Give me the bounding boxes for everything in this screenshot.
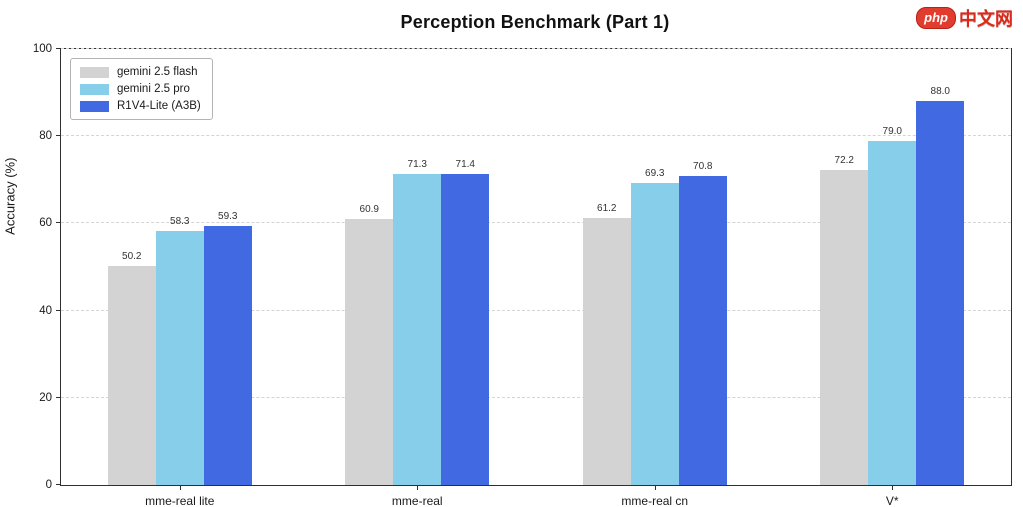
bar-gemini-2-5-pro-mme-real-lite: [155, 230, 204, 485]
y-tick-label: 20: [39, 391, 52, 404]
bar-r1v4-lite-a3b--v-: [916, 101, 965, 485]
gridline: [61, 48, 1011, 49]
x-tick-label: mme-real cn: [621, 494, 689, 507]
y-tick-mark: [56, 396, 61, 398]
y-tick-mark: [56, 222, 61, 224]
legend-label: gemini 2.5 flash: [117, 66, 198, 78]
y-tick-label: 0: [45, 479, 52, 491]
x-tick-label: V*: [885, 494, 899, 507]
bar-gemini-2-5-flash-v-: [820, 170, 869, 485]
bar-value-label: 88.0: [930, 86, 950, 98]
x-tick-label: mme-real: [391, 494, 443, 507]
bar-value-label: 79.0: [882, 125, 902, 137]
bar-value-label: 58.3: [170, 215, 190, 227]
x-tick-mark: [892, 485, 894, 490]
legend-item: gemini 2.5 pro: [80, 83, 201, 95]
bar-value-label: 69.3: [645, 167, 665, 179]
bar-r1v4-lite-a3b--mme-real: [441, 173, 490, 485]
php-logo-badge-icon: php: [916, 7, 956, 29]
bar-value-label: 59.3: [218, 211, 238, 223]
bar-value-label: 61.2: [597, 203, 617, 215]
legend-swatch-icon: [80, 66, 109, 78]
gridline: [61, 309, 1011, 311]
y-tick-mark: [56, 484, 61, 485]
legend-swatch-icon: [80, 100, 109, 112]
bar-gemini-2-5-flash-mme-real-lite: [107, 266, 156, 485]
bar-gemini-2-5-pro-v-: [868, 140, 917, 485]
legend-swatch-icon: [80, 83, 109, 95]
bar-r1v4-lite-a3b--mme-real-cn: [678, 176, 727, 485]
legend-label: R1V4-Lite (A3B): [117, 100, 201, 112]
y-tick-label: 40: [39, 304, 52, 317]
gridline: [61, 135, 1011, 137]
x-tick-mark: [417, 485, 419, 490]
y-tick-mark: [56, 135, 61, 137]
y-tick-label: 80: [39, 130, 52, 143]
bar-value-label: 50.2: [122, 251, 142, 263]
bar-value-label: 70.8: [693, 161, 713, 173]
bar-value-label: 71.3: [407, 159, 427, 171]
bar-gemini-2-5-flash-mme-real: [345, 219, 394, 485]
legend: gemini 2.5 flash gemini 2.5 pro R1V4-Lite …: [70, 58, 213, 120]
y-tick-label: 100: [32, 43, 52, 55]
php-cn-logo: php 中文网: [916, 5, 1013, 31]
bar-r1v4-lite-a3b--mme-real-lite: [203, 226, 252, 485]
y-tick-mark: [56, 309, 61, 311]
bar-gemini-2-5-pro-mme-real-cn: [630, 182, 679, 485]
bar-value-label: 71.4: [455, 158, 475, 170]
x-tick-label: mme-real lite: [145, 494, 215, 507]
site-name: 中文网: [959, 9, 1013, 29]
y-axis-label: Accuracy (%): [2, 157, 18, 235]
x-tick-mark: [654, 485, 656, 490]
plot-area: 50.2 58.3 59.3 60.9 71.3 71.4 61.2 69.3 70.8 72.2…: [33, 43, 1012, 507]
chart-title: Perception Benchmark (Part 1): [400, 12, 670, 32]
bar-value-label: 72.2: [834, 155, 854, 167]
bar-value-label: 60.9: [359, 204, 379, 216]
bar-gemini-2-5-pro-mme-real: [393, 174, 442, 485]
gridline: [61, 222, 1011, 224]
legend-item: R1V4-Lite (A3B): [80, 100, 201, 112]
y-tick-mark: [56, 48, 61, 49]
gridline: [61, 396, 1011, 398]
x-tick-mark: [179, 485, 181, 490]
y-tick-label: 60: [39, 217, 52, 230]
bar-gemini-2-5-flash-mme-real-cn: [582, 218, 631, 485]
legend-label: gemini 2.5 pro: [117, 83, 190, 95]
legend-item: gemini 2.5 flash: [80, 66, 201, 78]
